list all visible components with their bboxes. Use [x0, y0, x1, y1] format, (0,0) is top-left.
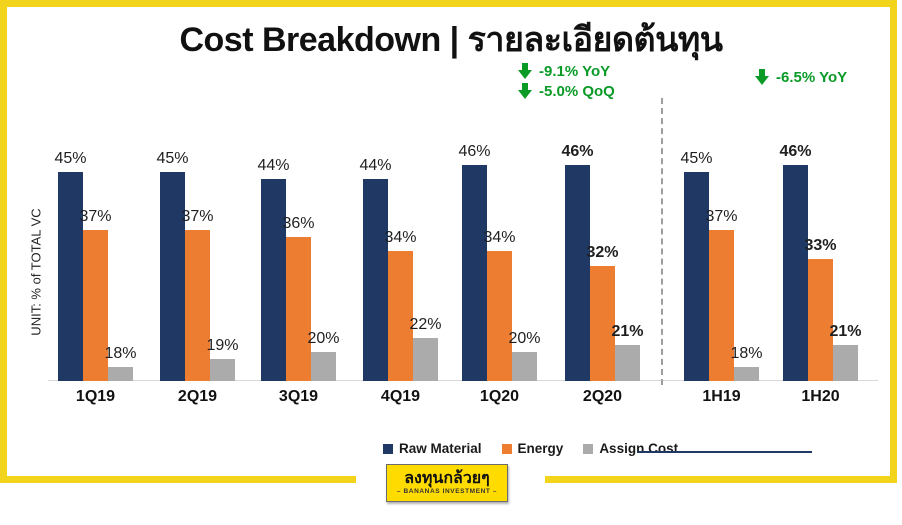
category-label-1H20: 1H20 — [801, 388, 840, 405]
bar-energy-3Q19 — [286, 237, 311, 381]
category-label-1Q19: 1Q19 — [75, 388, 116, 405]
value-label-energy-1H19: 37% — [705, 208, 738, 225]
annotation-half-year: -6.5% YoY — [755, 67, 847, 87]
legend-item-raw-material: Raw Material — [383, 441, 482, 456]
value-label-energy-2Q19: 37% — [181, 208, 214, 225]
legend-label: Assign Cost — [599, 441, 679, 456]
annotation-row: -5.0% QoQ — [518, 81, 615, 101]
down-arrow-icon — [518, 63, 532, 79]
category-label-4Q19: 4Q19 — [380, 388, 421, 405]
legend-label: Energy — [517, 441, 564, 456]
down-arrow-icon — [755, 69, 769, 85]
bar-raw-material-4Q19 — [363, 179, 388, 381]
slide-frame-bottom-right — [545, 476, 897, 483]
bar-assign-cost-3Q19 — [311, 352, 336, 381]
value-label-energy-1H20: 33% — [804, 237, 837, 254]
bar-energy-1Q20 — [487, 251, 512, 381]
brand-badge-subtitle: – BANANAS INVESTMENT – — [396, 488, 498, 495]
bar-raw-material-2Q20 — [565, 165, 590, 381]
value-label-assign-cost-4Q19: 22% — [409, 316, 442, 333]
bar-raw-material-1Q20 — [462, 165, 487, 381]
bar-assign-cost-4Q19 — [413, 338, 438, 381]
slide-frame-bottom-left — [0, 476, 356, 483]
bar-assign-cost-1H19 — [734, 367, 759, 381]
annotation-text: -5.0% QoQ — [539, 82, 615, 100]
legend-label: Raw Material — [399, 441, 482, 456]
value-label-assign-cost-1Q20: 20% — [508, 330, 541, 347]
value-label-energy-1Q20: 34% — [483, 229, 516, 246]
bar-energy-1H20 — [808, 259, 833, 381]
bar-assign-cost-2Q20 — [615, 345, 640, 381]
value-label-raw-material-1H19: 45% — [680, 150, 713, 167]
category-label-2Q19: 2Q19 — [177, 388, 218, 405]
page-title: Cost Breakdown | รายละเอียดต้นทุน — [179, 21, 723, 59]
bar-raw-material-3Q19 — [261, 179, 286, 381]
value-label-assign-cost-2Q20: 21% — [611, 323, 644, 340]
raw-material-swatch-icon — [383, 443, 393, 454]
category-label-1Q20: 1Q20 — [479, 388, 520, 405]
bar-assign-cost-1Q19 — [108, 367, 133, 381]
down-arrow-icon — [518, 83, 532, 99]
bar-energy-1H19 — [709, 230, 734, 381]
bar-energy-1Q19 — [83, 230, 108, 381]
legend-item-energy: Energy — [501, 441, 564, 456]
bar-raw-material-2Q19 — [160, 172, 185, 381]
bar-energy-4Q19 — [388, 251, 413, 381]
brand-badge: ลงทุนกล้วยๆ – BANANAS INVESTMENT – — [386, 464, 508, 502]
annotation-text: -6.5% YoY — [776, 68, 848, 86]
bar-energy-2Q19 — [185, 230, 210, 381]
assign-cost-swatch-icon — [583, 443, 594, 454]
value-label-raw-material-1H20: 46% — [779, 143, 812, 160]
energy-swatch-icon — [501, 443, 512, 454]
value-label-energy-2Q20: 32% — [586, 244, 619, 261]
value-label-raw-material-4Q19: 44% — [359, 157, 392, 174]
value-label-assign-cost-1H20: 21% — [829, 323, 862, 340]
value-label-energy-4Q19: 34% — [384, 229, 417, 246]
bar-assign-cost-1Q20 — [512, 352, 537, 381]
annotation-row: -9.1% YoY — [518, 61, 615, 81]
value-label-raw-material-1Q19: 45% — [54, 150, 87, 167]
annotation-row: -6.5% YoY — [755, 67, 847, 87]
value-label-raw-material-2Q19: 45% — [156, 150, 189, 167]
legend-item-assign-cost: Assign Cost — [583, 441, 678, 456]
bar-assign-cost-1H20 — [833, 345, 858, 381]
bar-assign-cost-2Q19 — [210, 359, 235, 381]
bar-raw-material-1H20 — [783, 165, 808, 381]
section-divider-dashed-line — [661, 98, 663, 385]
chart-legend: Raw Material Energy Assign Cost — [383, 441, 678, 456]
value-label-assign-cost-3Q19: 20% — [307, 330, 340, 347]
value-label-raw-material-3Q19: 44% — [257, 157, 290, 174]
bar-energy-2Q20 — [590, 266, 615, 381]
bar-raw-material-1H19 — [684, 172, 709, 381]
value-label-assign-cost-1H19: 18% — [730, 345, 763, 362]
value-label-assign-cost-2Q19: 19% — [206, 337, 239, 354]
category-label-1H19: 1H19 — [702, 388, 741, 405]
bar-raw-material-1Q19 — [58, 172, 83, 381]
brand-badge-title: ลงทุนกล้วยๆ — [404, 470, 490, 487]
value-label-assign-cost-1Q19: 18% — [104, 345, 137, 362]
value-label-raw-material-2Q20: 46% — [561, 143, 594, 160]
value-label-energy-1Q19: 37% — [79, 208, 112, 225]
category-label-2Q20: 2Q20 — [582, 388, 623, 405]
y-axis-label: UNIT: % of TOTAL VC — [28, 208, 44, 336]
category-label-3Q19: 3Q19 — [278, 388, 319, 405]
annotation-quarterly: -9.1% YoY -5.0% QoQ — [518, 61, 615, 101]
value-label-raw-material-1Q20: 46% — [458, 143, 491, 160]
underline-rule — [637, 451, 812, 453]
annotation-text: -9.1% YoY — [539, 62, 611, 80]
value-label-energy-3Q19: 36% — [282, 215, 315, 232]
